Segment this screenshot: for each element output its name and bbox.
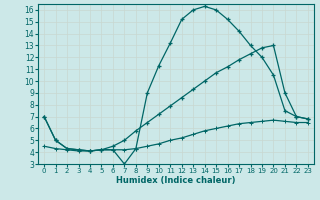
X-axis label: Humidex (Indice chaleur): Humidex (Indice chaleur) <box>116 176 236 185</box>
